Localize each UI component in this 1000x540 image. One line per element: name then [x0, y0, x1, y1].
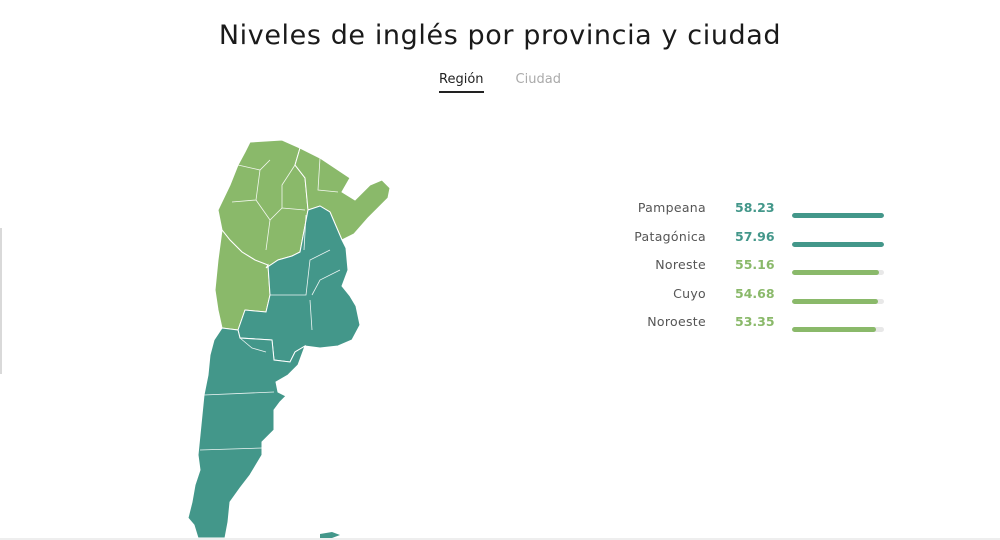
- ranking-row[interactable]: Noreste 55.16: [600, 257, 900, 286]
- page-title: Niveles de inglés por provincia y ciudad: [218, 20, 782, 52]
- ranking-bar-track: [792, 327, 884, 332]
- ranking-bar-track: [792, 213, 884, 218]
- ranking-region-name: Noroeste: [647, 314, 706, 329]
- ranking-bar: [792, 298, 879, 304]
- ranking-score: 53.35: [735, 314, 775, 329]
- map-region-patagonica[interactable]: [187, 327, 306, 539]
- ranking-bar: [792, 270, 880, 275]
- ranking-score: 54.68: [735, 285, 775, 301]
- ranking-row[interactable]: Pampeana 58.23: [600, 200, 900, 229]
- ranking-bar: [792, 241, 884, 247]
- ranking-score: 55.16: [735, 257, 775, 272]
- ranking-region-name: Noreste: [655, 257, 706, 272]
- region-ranking: Pampeana 58.23 Patagónica 57.96 Noreste …: [600, 200, 900, 343]
- tab-region[interactable]: Región: [439, 72, 484, 93]
- bottom-divider: [0, 538, 1000, 540]
- ranking-score: 57.96: [735, 228, 775, 244]
- ranking-bar-track: [792, 298, 884, 304]
- ranking-bar-track: [792, 241, 884, 247]
- map-region-pampeana[interactable]: [237, 205, 361, 363]
- ranking-bar: [792, 213, 884, 218]
- ranking-row[interactable]: Noroeste 53.35: [600, 314, 900, 343]
- tab-city[interactable]: Ciudad: [515, 72, 561, 87]
- map-islands: [320, 532, 340, 538]
- ranking-row[interactable]: Cuyo 54.68: [600, 286, 900, 315]
- ranking-bar-track: [792, 270, 884, 275]
- ranking-score: 58.23: [735, 200, 775, 215]
- argentina-map: [170, 130, 410, 540]
- ranking-region-name: Pampeana: [637, 200, 706, 215]
- region-city-tabs: Región Ciudad: [0, 72, 1000, 93]
- ranking-region-name: Cuyo: [673, 285, 706, 301]
- left-edge-divider: [0, 228, 2, 374]
- ranking-row[interactable]: Patagónica 57.96: [600, 229, 900, 258]
- ranking-bar: [792, 327, 877, 332]
- ranking-region-name: Patagónica: [634, 228, 706, 244]
